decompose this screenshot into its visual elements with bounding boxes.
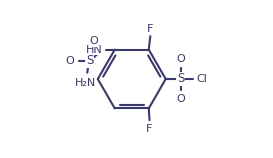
Text: Cl: Cl	[196, 74, 207, 84]
Text: F: F	[146, 124, 153, 134]
Text: O: O	[176, 54, 185, 64]
Text: S: S	[177, 73, 185, 85]
Text: O: O	[89, 36, 98, 46]
Text: O: O	[176, 94, 185, 104]
Text: H₂N: H₂N	[75, 78, 96, 88]
Text: F: F	[147, 24, 153, 34]
Text: S: S	[86, 55, 93, 67]
Text: HN: HN	[86, 45, 103, 55]
Text: O: O	[66, 56, 74, 66]
